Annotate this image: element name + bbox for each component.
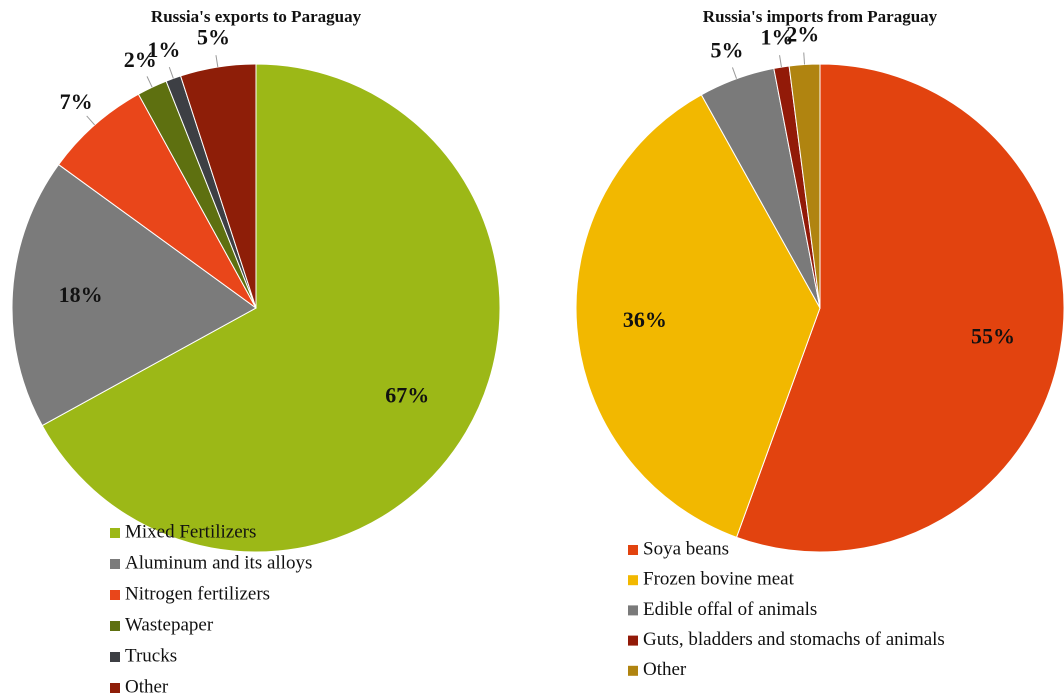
legend-swatch	[110, 528, 120, 538]
legend-swatch	[110, 621, 120, 631]
legend-swatch	[110, 559, 120, 569]
leader-line	[215, 55, 219, 68]
data-label: 1%	[761, 24, 794, 49]
pie-slice	[41, 63, 501, 553]
data-label: 67%	[385, 382, 429, 407]
legend-label: Other	[643, 659, 687, 680]
data-label: 2%	[124, 47, 157, 72]
chart-title: Russia's imports from Paraguay	[703, 7, 938, 26]
leader-line	[779, 55, 782, 68]
legend-label: Guts, bladders and stomachs of animals	[643, 629, 945, 650]
pie-slice	[735, 63, 1064, 553]
leader-line	[146, 76, 153, 88]
pie-slice	[57, 93, 257, 309]
legend-label: Mixed Fertilizers	[125, 521, 256, 542]
data-label: 5%	[197, 24, 230, 49]
legend-swatch	[628, 545, 638, 555]
legend-swatch	[628, 635, 638, 646]
data-label: 2%	[786, 22, 819, 47]
legend-label: Wastepaper	[125, 614, 214, 635]
legend-label: Trucks	[125, 645, 177, 666]
pie-slice	[575, 94, 821, 538]
leader-line	[803, 52, 806, 65]
legend-swatch	[110, 683, 120, 693]
legend-swatch	[110, 590, 120, 600]
data-label: 55%	[971, 324, 1015, 349]
legend-swatch	[110, 652, 120, 662]
legend-label: Other	[125, 676, 169, 697]
legend-label: Soya beans	[643, 538, 729, 559]
legend-label: Edible offal of animals	[643, 599, 817, 620]
pie-slice	[179, 63, 257, 309]
data-label: 18%	[59, 282, 103, 307]
legend-label: Aluminum and its alloys	[125, 552, 312, 573]
leader-line	[168, 66, 174, 79]
leader-line	[86, 115, 96, 126]
legend-label: Nitrogen fertilizers	[125, 583, 270, 604]
data-label: 36%	[623, 307, 667, 332]
legend-swatch	[628, 665, 638, 676]
pie-slice	[11, 163, 257, 427]
data-label: 5%	[710, 37, 743, 62]
legend-label: Frozen bovine meat	[643, 569, 795, 590]
leader-line	[731, 67, 738, 79]
legend-swatch	[628, 575, 638, 586]
chart-title: Russia's exports to Paraguay	[151, 7, 362, 26]
legend-swatch	[628, 605, 638, 616]
data-label: 1%	[147, 37, 180, 62]
data-label: 7%	[60, 89, 93, 114]
